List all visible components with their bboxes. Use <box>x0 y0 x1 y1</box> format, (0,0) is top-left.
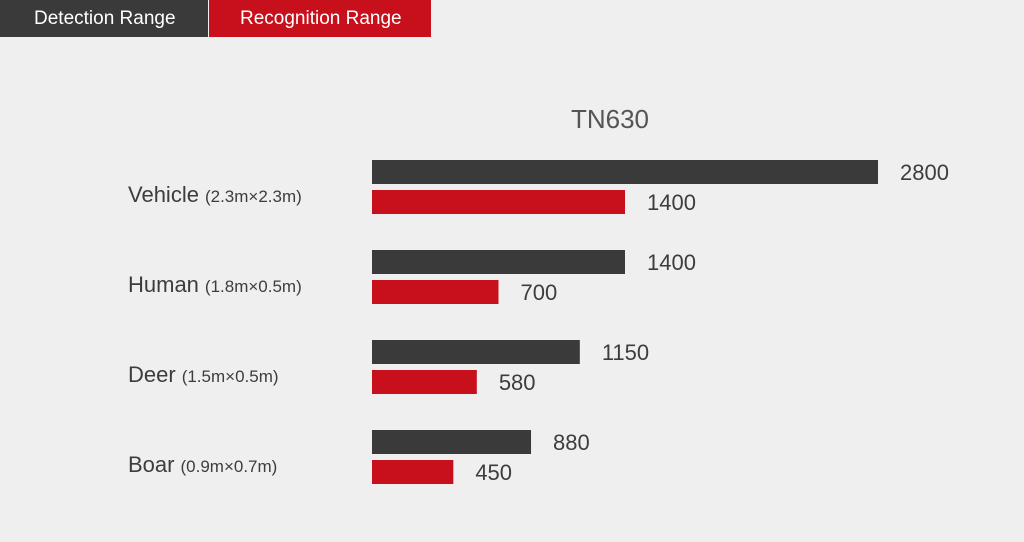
recognition-value-label: 580 <box>499 370 536 395</box>
detection-bar <box>372 160 878 184</box>
recognition-bar <box>372 370 477 394</box>
detection-value-label: 1150 <box>602 340 649 365</box>
tab-recognition-range[interactable]: Recognition Range <box>209 0 431 37</box>
category-name: Boar <box>128 452 174 477</box>
recognition-value-label: 1400 <box>647 190 696 215</box>
chart-title: TN630 <box>571 104 649 134</box>
category-name: Deer <box>128 362 176 387</box>
category-label: Human (1.8m×0.5m) <box>128 272 302 297</box>
recognition-bar <box>372 460 454 484</box>
chart-body: Vehicle (2.3m×2.3m) 2800 1400 Human (1.8m×0.5… <box>128 160 949 485</box>
tab-detection-range[interactable]: Detection Range <box>0 0 208 37</box>
category-name: Human <box>128 272 199 297</box>
recognition-value-label: 450 <box>475 460 512 485</box>
detection-bar <box>372 430 532 454</box>
detection-value-label: 880 <box>553 430 590 455</box>
category-label: Deer (1.5m×0.5m) <box>128 362 279 387</box>
detection-bar <box>372 340 580 364</box>
category-dimensions: (0.9m×0.7m) <box>180 457 277 476</box>
category-label: Vehicle (2.3m×2.3m) <box>128 182 302 207</box>
range-tabs: Detection Range Recognition Range <box>0 0 431 37</box>
detection-value-label: 1400 <box>647 250 696 275</box>
category-dimensions: (2.3m×2.3m) <box>205 187 302 206</box>
recognition-value-label: 700 <box>521 280 558 305</box>
category-label: Boar (0.9m×0.7m) <box>128 452 277 477</box>
recognition-bar <box>372 190 625 214</box>
category-dimensions: (1.8m×0.5m) <box>205 277 302 296</box>
category-dimensions: (1.5m×0.5m) <box>182 367 279 386</box>
recognition-bar <box>372 280 499 304</box>
detection-bar <box>372 250 625 274</box>
category-name: Vehicle <box>128 182 199 207</box>
detection-value-label: 2800 <box>900 160 949 185</box>
